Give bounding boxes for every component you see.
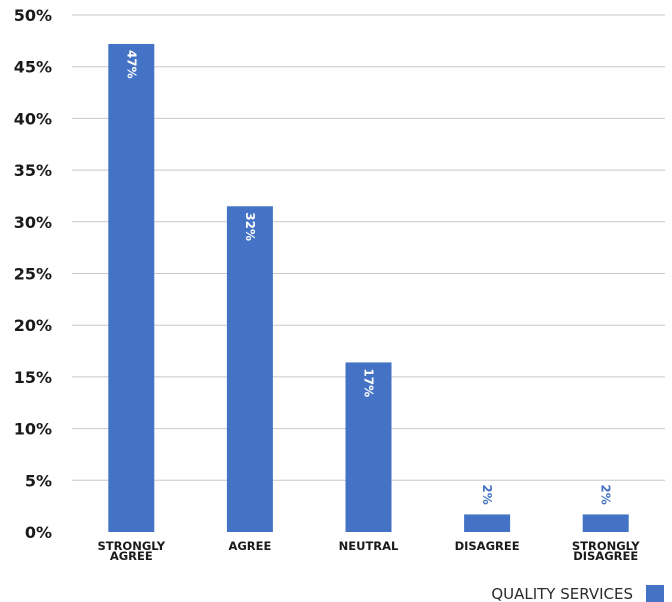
y-tick-label: 40% [14, 109, 52, 128]
category-label: STRONGLY [97, 539, 165, 553]
legend: QUALITY SERVICES [491, 585, 664, 602]
y-tick-label: 10% [14, 420, 52, 439]
legend-label: QUALITY SERVICES [491, 585, 633, 602]
data-label: 32% [243, 212, 257, 241]
data-label: 17% [362, 368, 376, 397]
data-labels: 47% 32% 17% 2% 2% [124, 50, 612, 505]
y-tick-label: 35% [14, 161, 52, 180]
bar [464, 514, 511, 532]
y-axis-tick-labels: 0% 5% 10% 15% 20% 25% 30% 35% 40% 45% 50% [14, 6, 52, 542]
y-tick-label: 0% [25, 523, 52, 542]
y-tick-label: 45% [14, 58, 52, 77]
y-tick-label: 50% [14, 6, 52, 25]
gridlines [72, 14, 665, 481]
legend-swatch [646, 585, 664, 602]
bar [226, 206, 273, 533]
bar [582, 514, 629, 532]
y-tick-label: 25% [14, 265, 52, 284]
y-tick-label: 5% [25, 471, 52, 490]
bars [108, 43, 629, 533]
category-label: STRONGLY [572, 539, 640, 553]
data-label: 2% [599, 484, 613, 504]
y-tick-label: 15% [14, 368, 52, 387]
category-label: DISAGREE [573, 549, 638, 563]
data-label: 47% [124, 50, 138, 79]
category-label: AGREE [228, 539, 271, 553]
data-label: 2% [480, 484, 494, 504]
bar [108, 43, 155, 533]
y-tick-label: 30% [14, 213, 52, 232]
category-label: AGREE [110, 549, 153, 563]
y-tick-label: 20% [14, 316, 52, 335]
category-label: NEUTRAL [339, 539, 399, 553]
bar [345, 362, 392, 532]
category-label: DISAGREE [455, 539, 520, 553]
